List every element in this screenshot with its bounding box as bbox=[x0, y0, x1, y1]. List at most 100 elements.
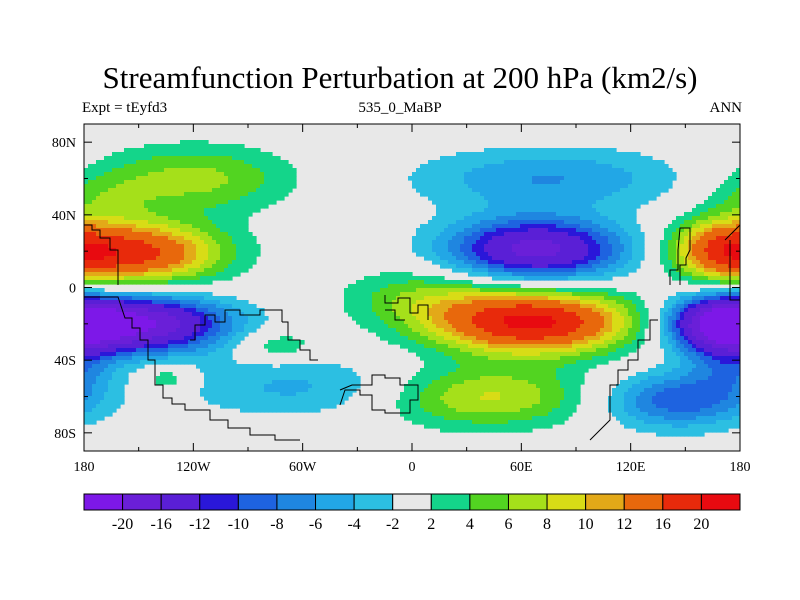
field-cell bbox=[480, 208, 485, 213]
field-cell bbox=[664, 244, 669, 249]
field-cell bbox=[560, 320, 565, 325]
field-cell bbox=[480, 212, 485, 217]
field-cell bbox=[624, 176, 629, 181]
field-cell bbox=[464, 156, 469, 161]
field-cell bbox=[620, 296, 625, 301]
field-cell bbox=[100, 300, 105, 305]
field-cell bbox=[520, 316, 525, 321]
field-cell bbox=[580, 152, 585, 157]
field-cell bbox=[472, 232, 477, 237]
field-cell bbox=[720, 256, 725, 261]
field-cell bbox=[220, 236, 225, 241]
field-cell bbox=[504, 264, 509, 269]
field-cell bbox=[116, 224, 121, 229]
field-cell bbox=[200, 264, 205, 269]
field-cell bbox=[188, 152, 193, 157]
field-cell bbox=[580, 240, 585, 245]
field-cell bbox=[204, 168, 209, 173]
field-cell bbox=[256, 208, 261, 213]
field-cell bbox=[480, 260, 485, 265]
field-cell bbox=[156, 296, 161, 301]
field-cell bbox=[592, 244, 597, 249]
field-cell bbox=[620, 272, 625, 277]
field-cell bbox=[548, 172, 553, 177]
field-cell bbox=[536, 168, 541, 173]
field-cell bbox=[712, 264, 717, 269]
field-cell bbox=[612, 248, 617, 253]
field-cell bbox=[460, 152, 465, 157]
field-cell bbox=[88, 228, 93, 233]
field-cell bbox=[508, 308, 513, 313]
field-cell bbox=[708, 260, 713, 265]
field-cell bbox=[452, 220, 457, 225]
field-cell bbox=[572, 256, 577, 261]
field-cell bbox=[416, 284, 421, 289]
field-cell bbox=[708, 212, 713, 217]
field-cell bbox=[152, 184, 157, 189]
field-cell bbox=[520, 308, 525, 313]
field-cell bbox=[520, 212, 525, 217]
field-cell bbox=[728, 220, 733, 225]
field-cell bbox=[196, 292, 201, 297]
field-cell bbox=[696, 240, 701, 245]
field-cell bbox=[700, 224, 705, 229]
field-cell bbox=[680, 276, 685, 281]
field-cell bbox=[204, 264, 209, 269]
field-cell bbox=[604, 268, 609, 273]
field-cell bbox=[688, 216, 693, 221]
field-cell bbox=[368, 284, 373, 289]
field-cell bbox=[220, 268, 225, 273]
field-cell bbox=[604, 308, 609, 313]
field-cell bbox=[208, 280, 213, 285]
field-cell bbox=[724, 184, 729, 189]
field-cell bbox=[456, 184, 461, 189]
field-cell bbox=[400, 300, 405, 305]
field-cell bbox=[156, 160, 161, 165]
field-cell bbox=[368, 312, 373, 317]
field-cell bbox=[348, 288, 353, 293]
field-cell bbox=[88, 296, 93, 301]
field-cell bbox=[624, 208, 629, 213]
field-cell bbox=[584, 204, 589, 209]
field-cell bbox=[560, 316, 565, 321]
field-cell bbox=[208, 184, 213, 189]
field-cell bbox=[108, 264, 113, 269]
field-cell bbox=[704, 240, 709, 245]
field-cell bbox=[680, 220, 685, 225]
field-cell bbox=[188, 144, 193, 149]
field-cell bbox=[264, 192, 269, 197]
field-cell bbox=[704, 208, 709, 213]
field-cell bbox=[456, 248, 461, 253]
field-cell bbox=[540, 228, 545, 233]
field-cell bbox=[256, 252, 261, 257]
field-cell bbox=[608, 180, 613, 185]
field-cell bbox=[688, 220, 693, 225]
field-cell bbox=[556, 188, 561, 193]
field-cell bbox=[636, 252, 641, 257]
field-cell bbox=[612, 196, 617, 201]
field-cell bbox=[264, 204, 269, 209]
field-cell bbox=[424, 276, 429, 281]
field-cell bbox=[468, 196, 473, 201]
field-cell bbox=[444, 180, 449, 185]
field-cell bbox=[416, 168, 421, 173]
field-cell bbox=[552, 216, 557, 221]
field-cell bbox=[552, 212, 557, 217]
field-cell bbox=[588, 208, 593, 213]
field-cell bbox=[500, 268, 505, 273]
field-cell bbox=[92, 180, 97, 185]
field-cell bbox=[516, 256, 521, 261]
field-cell bbox=[524, 304, 529, 309]
field-cell bbox=[480, 204, 485, 209]
field-cell bbox=[640, 304, 645, 309]
field-cell bbox=[572, 152, 577, 157]
field-cell bbox=[592, 176, 597, 181]
field-cell bbox=[492, 156, 497, 161]
field-cell bbox=[420, 164, 425, 169]
field-cell bbox=[124, 204, 129, 209]
field-cell bbox=[160, 240, 165, 245]
field-cell bbox=[632, 200, 637, 205]
field-cell bbox=[224, 148, 229, 153]
field-cell bbox=[124, 260, 129, 265]
field-cell bbox=[464, 296, 469, 301]
